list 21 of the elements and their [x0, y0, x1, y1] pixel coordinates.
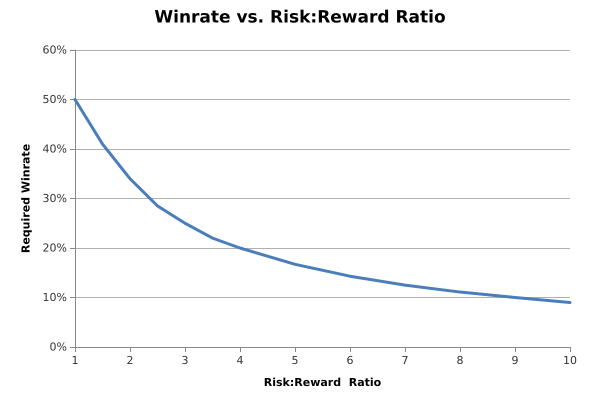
y-axis-title: Required Winrate — [20, 144, 33, 254]
x-axis-title: Risk:Reward Ratio — [264, 376, 382, 389]
x-tick-label: 8 — [456, 354, 464, 367]
x-tick-label: 1 — [72, 354, 78, 367]
x-tick-label: 10 — [563, 354, 577, 367]
y-tick-label: 60% — [42, 44, 67, 56]
y-tick-label: 0% — [50, 340, 67, 354]
x-tick-label: 5 — [292, 354, 298, 367]
x-tick-label: 6 — [346, 354, 354, 367]
x-tick-label: 2 — [126, 354, 134, 367]
y-tick-label: 20% — [42, 242, 67, 254]
y-tick-label: 40% — [42, 142, 67, 156]
x-tick-label: 4 — [236, 354, 244, 367]
x-tick-label: 9 — [512, 354, 518, 367]
line-series — [74, 98, 572, 304]
x-tick-label: 3 — [182, 354, 188, 367]
y-tick-label: 30% — [42, 192, 67, 205]
y-tick-label: 10% — [42, 291, 67, 304]
x-tick-label: 7 — [402, 354, 408, 367]
y-tick-label: 50% — [42, 93, 67, 106]
chart-title: Winrate vs. Risk:Reward Ratio — [154, 8, 446, 28]
